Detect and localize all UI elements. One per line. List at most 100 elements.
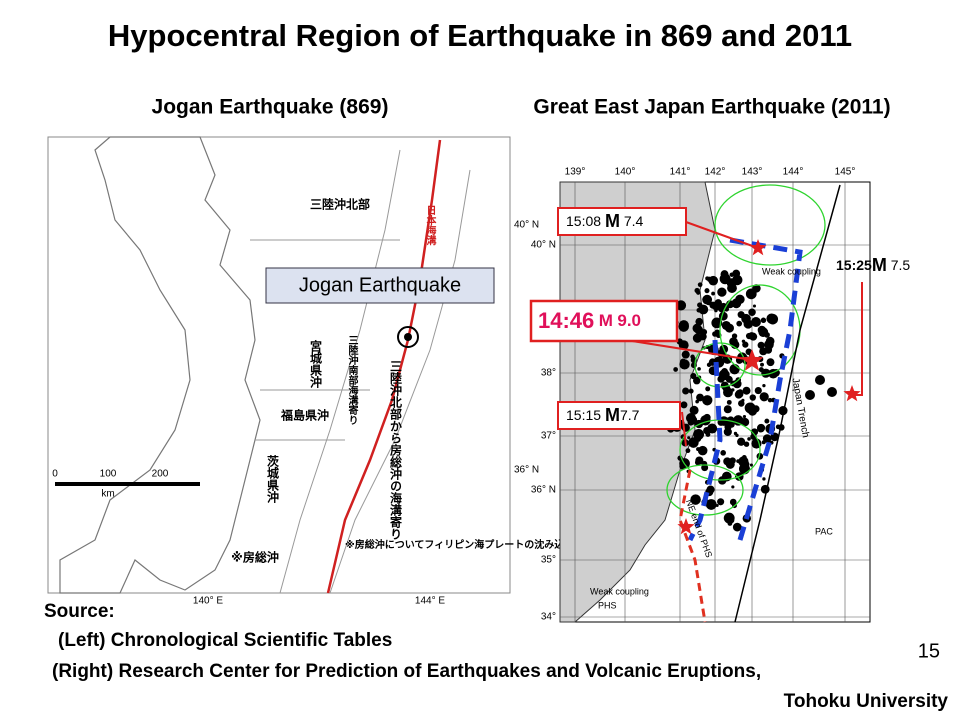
aftershock: [736, 320, 743, 327]
source-label: Source:: [44, 601, 115, 622]
right-map: 139°140°141°142°143°144°145°40° N39°38°3…: [529, 167, 910, 623]
aftershock: [711, 317, 723, 329]
aftershock: [760, 317, 767, 324]
aftershock: [749, 463, 753, 467]
aftershock: [690, 494, 701, 505]
aftershock: [736, 459, 741, 464]
aftershock: [758, 327, 769, 338]
aftershock: [749, 394, 756, 401]
aftershock: [732, 522, 742, 532]
aftershock: [702, 294, 713, 305]
aftershock: [764, 418, 770, 424]
aftershock: [778, 406, 788, 416]
aftershock: [706, 485, 715, 494]
scale-label: 200: [152, 469, 169, 480]
aftershock: [682, 387, 690, 395]
lat-label: 36° N: [531, 485, 556, 496]
scale-label: 100: [100, 469, 117, 480]
aftershock: [696, 393, 704, 402]
aftershock: [744, 402, 756, 414]
stars: [677, 239, 861, 535]
aftershock: [706, 362, 712, 368]
quake-text: 15:08 M 7.4: [566, 211, 644, 231]
aftershock: [724, 423, 732, 431]
aftershock: [762, 384, 766, 388]
aftershock: [738, 400, 745, 407]
aftershock: [815, 375, 825, 385]
trench-label: 日本海溝: [424, 205, 436, 246]
fault-segments: [687, 237, 803, 542]
map-label: Weak coupling: [762, 266, 821, 276]
scale-label: km: [101, 489, 114, 500]
aftershock: [694, 459, 701, 466]
m: M: [872, 255, 887, 275]
aftershock: [827, 387, 837, 397]
aftershock: [720, 450, 726, 456]
aftershock: [752, 304, 757, 308]
time: 15:15: [566, 407, 601, 423]
callout-box: [265, 267, 495, 304]
leader-lines: [562, 221, 863, 447]
aftershock: [732, 274, 743, 286]
aftershock: [688, 437, 699, 448]
lon-label: 141°: [670, 167, 691, 178]
lon-label: 139°: [565, 167, 586, 178]
aftershock: [805, 390, 815, 400]
time: 15:08: [566, 213, 601, 229]
epicenter-dot: [404, 333, 412, 341]
contour: [679, 419, 761, 481]
aftershock: [720, 270, 729, 279]
aftershock: [742, 414, 747, 419]
epicenter-star: [843, 385, 861, 402]
aftershock: [745, 332, 753, 340]
lon-label: 144°: [783, 167, 804, 178]
aftershock: [711, 291, 715, 296]
m: M: [605, 211, 620, 231]
label-box: [557, 401, 681, 430]
aftershock: [757, 341, 765, 349]
m: M: [599, 311, 613, 330]
aftershock: [680, 401, 688, 409]
aftershock: [727, 283, 737, 293]
aftershock: [673, 367, 678, 372]
aftershock: [747, 437, 751, 441]
page-number: 15: [918, 640, 940, 662]
lat-label: 40° N: [514, 220, 539, 231]
aftershock: [760, 484, 770, 494]
aftershock: [749, 309, 755, 314]
aftershock: [707, 423, 718, 434]
time: 15:25: [836, 257, 872, 273]
region-label: 三陸沖南部海溝寄り: [346, 335, 358, 425]
lon-label: 140° E: [193, 596, 223, 607]
aftershock: [750, 428, 759, 436]
aftershock: [732, 269, 741, 278]
aftershock: [714, 308, 718, 313]
epicenter-star: [740, 349, 764, 371]
lon-label: 145°: [835, 167, 856, 178]
contour: [666, 464, 744, 516]
aftershock: [695, 317, 704, 326]
aftershock: [694, 287, 700, 294]
aftershock: [742, 386, 751, 395]
aftershock: [717, 498, 725, 506]
aftershock: [717, 287, 727, 297]
aftershock: [723, 387, 733, 398]
label-box: [529, 299, 679, 343]
magnitude: 7.4: [624, 213, 644, 229]
lon-label: 143°: [742, 167, 763, 178]
aftershock: [762, 434, 772, 443]
aftershock: [754, 386, 762, 395]
rupture-contours: [666, 184, 826, 516]
aftershock: [704, 288, 710, 294]
aftershock: [693, 326, 698, 331]
aftershock: [692, 323, 702, 333]
aftershock: [689, 405, 699, 415]
aftershock: [723, 512, 735, 524]
aftershock: [759, 347, 768, 356]
aftershock: [725, 459, 735, 469]
phs-edge: [678, 469, 707, 623]
callout-label: Jogan Earthquake: [299, 274, 461, 296]
contour: [694, 342, 746, 388]
aftershock: [681, 350, 690, 359]
